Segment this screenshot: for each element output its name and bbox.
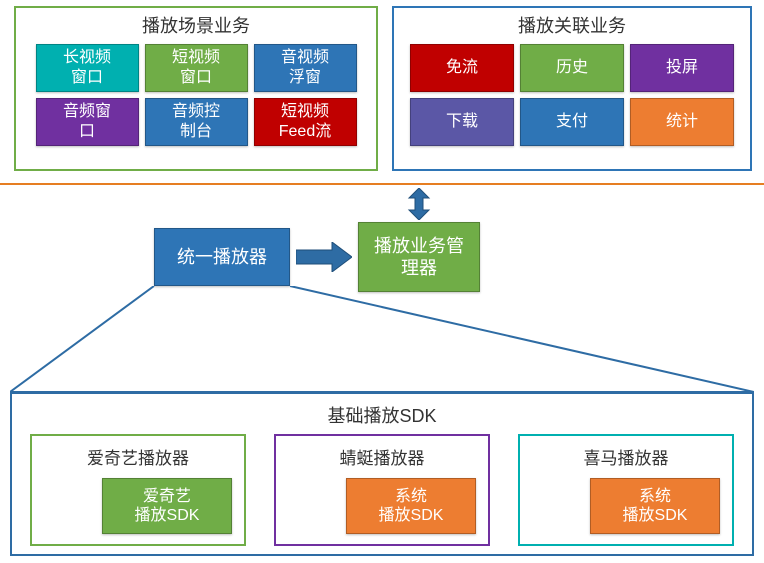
base-sdk-group: 基础播放SDK 爱奇艺播放器爱奇艺 播放SDK蜻蜓播放器系统 播放SDK喜马播放… — [10, 392, 754, 556]
sdk-card: 爱奇艺播放器爱奇艺 播放SDK — [30, 434, 246, 546]
cell: 统计 — [630, 98, 734, 146]
sdk-card: 喜马播放器系统 播放SDK — [518, 434, 734, 546]
cell: 下载 — [410, 98, 514, 146]
divider-line — [0, 183, 764, 185]
sdk-card: 蜻蜓播放器系统 播放SDK — [274, 434, 490, 546]
bidirectional-arrow-icon — [407, 188, 431, 218]
scene-business-group: 播放场景业务 长视频 窗口短视频 窗口音视频 浮窗音频窗 口音频控 制台短视频 … — [14, 6, 378, 171]
sdk-card-title: 爱奇艺播放器 — [32, 436, 244, 469]
sdk-inner-block: 系统 播放SDK — [346, 478, 476, 534]
unified-player-block: 统一播放器 — [154, 228, 290, 286]
sdk-row: 爱奇艺播放器爱奇艺 播放SDK蜻蜓播放器系统 播放SDK喜马播放器系统 播放SD… — [12, 434, 752, 560]
sdk-card-title: 蜻蜓播放器 — [276, 436, 488, 469]
scene-business-title: 播放场景业务 — [16, 8, 376, 40]
cell: 短视频 Feed流 — [254, 98, 357, 146]
cell: 短视频 窗口 — [145, 44, 248, 92]
cell: 投屏 — [630, 44, 734, 92]
right-arrow-icon — [296, 242, 352, 272]
sdk-inner-block: 系统 播放SDK — [590, 478, 720, 534]
base-sdk-title: 基础播放SDK — [12, 394, 752, 434]
business-manager-label: 播放业务管 理器 — [374, 235, 464, 280]
cell: 音频控 制台 — [145, 98, 248, 146]
cell: 音视频 浮窗 — [254, 44, 357, 92]
related-business-grid: 免流历史投屏下载支付统计 — [394, 40, 750, 154]
cell: 历史 — [520, 44, 624, 92]
cell: 免流 — [410, 44, 514, 92]
sdk-inner-block: 爱奇艺 播放SDK — [102, 478, 232, 534]
cell: 长视频 窗口 — [36, 44, 139, 92]
sdk-card-title: 喜马播放器 — [520, 436, 732, 469]
scene-business-grid: 长视频 窗口短视频 窗口音视频 浮窗音频窗 口音频控 制台短视频 Feed流 — [16, 40, 376, 154]
trapezoid-connector — [10, 286, 754, 394]
business-manager-block: 播放业务管 理器 — [358, 222, 480, 292]
related-business-group: 播放关联业务 免流历史投屏下载支付统计 — [392, 6, 752, 171]
cell: 音频窗 口 — [36, 98, 139, 146]
related-business-title: 播放关联业务 — [394, 8, 750, 40]
unified-player-label: 统一播放器 — [177, 246, 267, 269]
cell: 支付 — [520, 98, 624, 146]
